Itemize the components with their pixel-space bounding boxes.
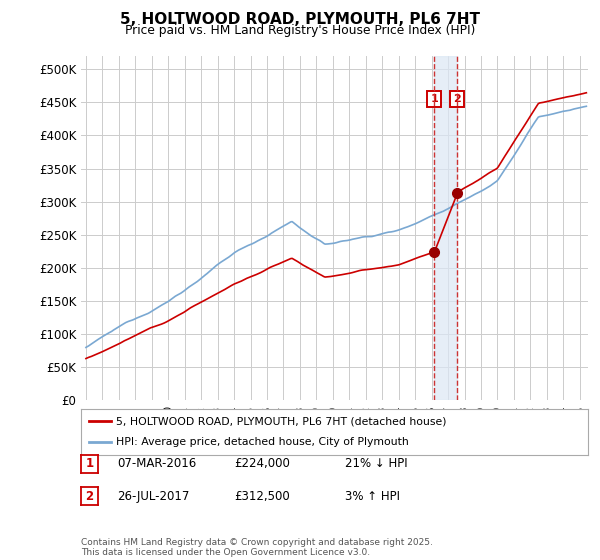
Text: 2: 2 <box>85 489 94 503</box>
Text: 3% ↑ HPI: 3% ↑ HPI <box>345 489 400 503</box>
Text: 5, HOLTWOOD ROAD, PLYMOUTH, PL6 7HT (detached house): 5, HOLTWOOD ROAD, PLYMOUTH, PL6 7HT (det… <box>116 416 447 426</box>
Text: 2: 2 <box>454 94 461 104</box>
Bar <box>434 56 457 400</box>
Text: 07-MAR-2016: 07-MAR-2016 <box>117 457 196 470</box>
Text: 1: 1 <box>431 94 438 104</box>
Text: 21% ↓ HPI: 21% ↓ HPI <box>345 457 407 470</box>
Text: 5, HOLTWOOD ROAD, PLYMOUTH, PL6 7HT: 5, HOLTWOOD ROAD, PLYMOUTH, PL6 7HT <box>120 12 480 27</box>
Text: £312,500: £312,500 <box>234 489 290 503</box>
Text: £224,000: £224,000 <box>234 457 290 470</box>
Text: Price paid vs. HM Land Registry's House Price Index (HPI): Price paid vs. HM Land Registry's House … <box>125 24 475 37</box>
Text: Contains HM Land Registry data © Crown copyright and database right 2025.
This d: Contains HM Land Registry data © Crown c… <box>81 538 433 557</box>
Text: 1: 1 <box>85 457 94 470</box>
Text: HPI: Average price, detached house, City of Plymouth: HPI: Average price, detached house, City… <box>116 437 409 447</box>
Text: 26-JUL-2017: 26-JUL-2017 <box>117 489 190 503</box>
